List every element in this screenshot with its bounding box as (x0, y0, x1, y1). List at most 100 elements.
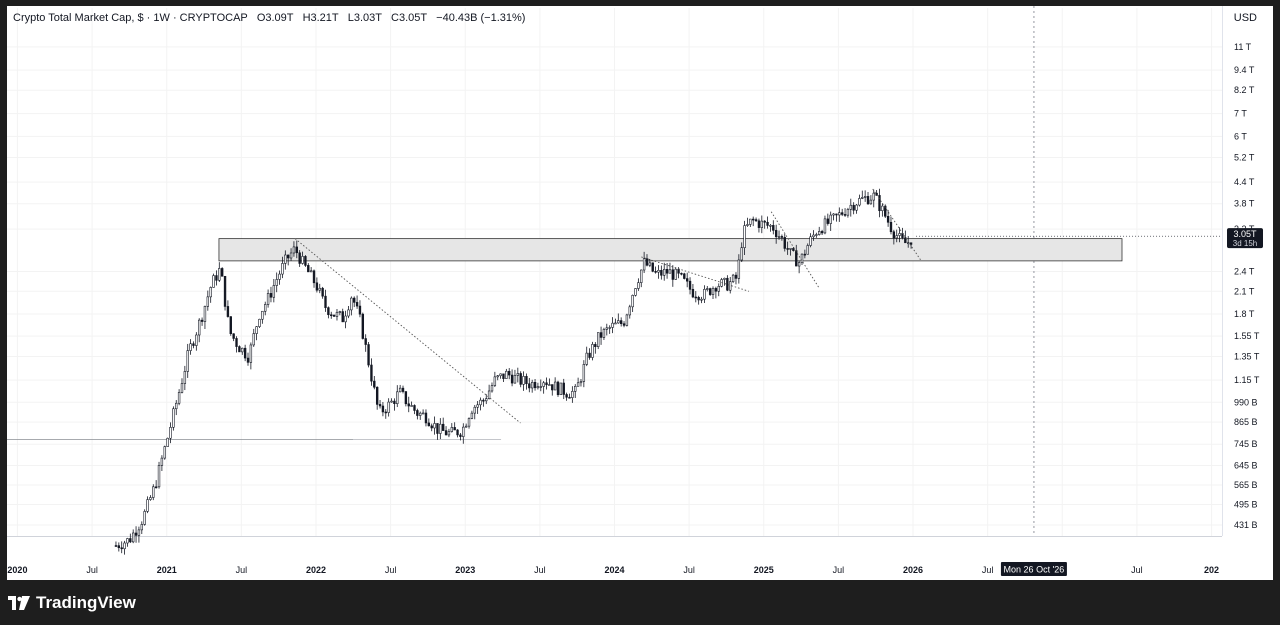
candle-body (350, 297, 353, 311)
candle-body (861, 197, 864, 199)
candle-body (576, 382, 580, 387)
candle-body (209, 287, 212, 298)
candle-body (312, 270, 316, 284)
candle-body (459, 434, 462, 437)
candle-body (129, 538, 132, 543)
candle-body (585, 352, 588, 365)
candle-body (169, 427, 172, 439)
candle-body (729, 281, 732, 291)
candle-body (120, 547, 123, 550)
candle-body (281, 263, 284, 275)
candle-body (353, 297, 356, 303)
candle-body (843, 214, 847, 216)
price-tick-label: 2.4 T (1234, 267, 1255, 277)
candle-body (895, 235, 898, 239)
brand-name: TradingView (36, 593, 136, 612)
candle-body (749, 218, 752, 225)
candle-body (355, 302, 359, 307)
price-tick-label: 9.4 T (1234, 65, 1255, 75)
symbol-header: Crypto Total Market Cap, $ · 1W · CRYPTO… (13, 12, 531, 24)
price-tick-label: 1.15 T (1234, 375, 1260, 385)
candle-body (752, 218, 755, 221)
candle-body (685, 278, 689, 282)
candle-body (826, 218, 830, 224)
candle-body (163, 446, 166, 459)
candle-body (361, 313, 365, 339)
candle-body (528, 383, 531, 389)
candle-body (232, 333, 235, 339)
candle-body (522, 376, 525, 385)
current-price-badge (1227, 228, 1263, 249)
candle-body (157, 464, 161, 488)
price-tick-label: 1.8 T (1234, 309, 1255, 319)
chart-panel[interactable]: 11 T9.4 T8.2 T7 T6 T5.2 T4.4 T3.8 T3.2 T… (7, 6, 1273, 580)
candle-body (284, 254, 287, 264)
candle-body (849, 204, 852, 210)
candle-body (502, 373, 505, 379)
candle-body (186, 350, 189, 372)
candle-body (419, 412, 422, 416)
price-chart[interactable]: 11 T9.4 T8.2 T7 T6 T5.2 T4.4 T3.8 T3.2 T… (7, 6, 1273, 580)
candle-body (370, 364, 373, 382)
candle-body (487, 390, 491, 399)
candle-body (255, 326, 258, 334)
candle-body (444, 430, 448, 436)
candle-body (881, 205, 884, 212)
candle-body (884, 205, 887, 217)
candle-body (783, 237, 786, 249)
candle-body (246, 357, 250, 363)
ohlc-open: O3.09T (256, 12, 294, 24)
price-tick-label: 745 B (1234, 439, 1258, 449)
symbol-title[interactable]: Crypto Total Market Cap, $ · 1W · CRYPTO… (13, 12, 248, 24)
candle-body (714, 288, 718, 292)
candle-body (711, 288, 715, 295)
candle-body (674, 268, 677, 280)
candle-body (726, 277, 729, 291)
candle-body (746, 224, 749, 226)
candle-body (134, 532, 138, 536)
candle-body (203, 306, 207, 322)
candle-body (700, 298, 703, 301)
currency-label[interactable]: USD (1233, 12, 1257, 24)
tradingview-logo[interactable]: TradingView (8, 593, 136, 613)
candle-body (556, 381, 560, 396)
candle-body (838, 212, 841, 216)
candle-body (591, 344, 594, 358)
candle-body (123, 542, 126, 550)
candle-body (470, 412, 474, 419)
candle-body (622, 323, 626, 326)
candle-body (688, 280, 692, 290)
candle-body (126, 538, 129, 544)
candle-body (878, 195, 881, 212)
candle-body (496, 375, 499, 378)
candle-body (499, 373, 502, 377)
candle-body (373, 380, 376, 388)
time-tick-label: 2020 (7, 565, 27, 575)
candle-body (809, 236, 812, 246)
candle-body (462, 426, 465, 437)
price-tick-label: 1.35 T (1234, 351, 1260, 361)
time-axis[interactable]: 2020 Jul 2021 Jul 2022 Jul 2023 Jul 2024 Jul 2025 J… (7, 565, 1219, 575)
candle-body (152, 486, 155, 498)
candle-body (146, 499, 149, 512)
candle-body (114, 545, 118, 547)
candle-body (886, 215, 890, 223)
candle-body (330, 314, 333, 317)
candle-body (677, 268, 680, 274)
price-axis[interactable]: 11 T9.4 T8.2 T7 T6 T5.2 T4.4 T3.8 T3.2 T… (1234, 42, 1260, 530)
candle-body (493, 376, 497, 386)
candle-body (390, 400, 393, 403)
candle-body (872, 192, 875, 201)
candle-body (384, 411, 387, 414)
candle-body (218, 268, 221, 281)
candle-body (777, 236, 781, 238)
crosshair-date-text: Mon 26 Oct '26 (1004, 565, 1065, 575)
price-change: −40.43B (−1.31%) (436, 12, 526, 24)
candle-body (846, 209, 850, 216)
candle-body (513, 375, 517, 384)
candle-body (815, 234, 818, 236)
candle-body (602, 328, 606, 338)
time-tick-label: 2021 (157, 565, 177, 575)
candle-body (378, 404, 382, 407)
candle-body (482, 399, 485, 402)
